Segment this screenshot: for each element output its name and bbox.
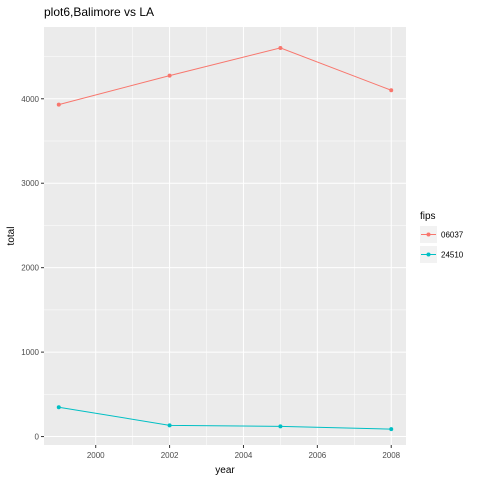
data-point-24510 bbox=[278, 424, 283, 429]
y-tick-label: 2000 bbox=[21, 264, 39, 273]
data-point-06037 bbox=[278, 45, 283, 50]
data-point-24510 bbox=[56, 405, 61, 410]
x-tick-label: 2006 bbox=[308, 451, 326, 460]
x-tick-label: 2004 bbox=[235, 451, 253, 460]
legend-key-point bbox=[426, 252, 431, 257]
legend: fips 06037 24510 bbox=[420, 211, 464, 263]
grid bbox=[44, 27, 406, 445]
series-line-24510 bbox=[58, 406, 392, 430]
legend-label-06037: 06037 bbox=[441, 231, 464, 240]
chart-title: plot6,Balimore vs LA bbox=[44, 5, 154, 19]
legend-key-point bbox=[426, 232, 431, 237]
data-point-06037 bbox=[56, 102, 61, 107]
series-line-06037 bbox=[58, 47, 392, 106]
y-tick-label: 0 bbox=[35, 433, 40, 442]
data-point-06037 bbox=[389, 88, 394, 93]
x-axis-title: year bbox=[215, 465, 235, 476]
legend-label-24510: 24510 bbox=[441, 251, 464, 260]
y-tick-label: 4000 bbox=[21, 95, 39, 104]
series-lines bbox=[56, 45, 394, 432]
y-tick-label: 1000 bbox=[21, 348, 39, 357]
x-tick-label: 2002 bbox=[161, 451, 179, 460]
legend-title: fips bbox=[420, 211, 436, 222]
y-axis-title: total bbox=[6, 227, 17, 246]
x-tick-label: 2000 bbox=[87, 451, 105, 460]
plot-panel bbox=[44, 27, 406, 445]
y-tick-label: 3000 bbox=[21, 179, 39, 188]
data-point-24510 bbox=[389, 427, 394, 432]
x-tick-label: 2008 bbox=[382, 451, 400, 460]
data-point-24510 bbox=[167, 423, 172, 428]
data-point-06037 bbox=[167, 73, 172, 78]
axes: 2000 2002 2004 2006 2008 0 1000 2000 3000 4000 bbox=[21, 95, 400, 460]
